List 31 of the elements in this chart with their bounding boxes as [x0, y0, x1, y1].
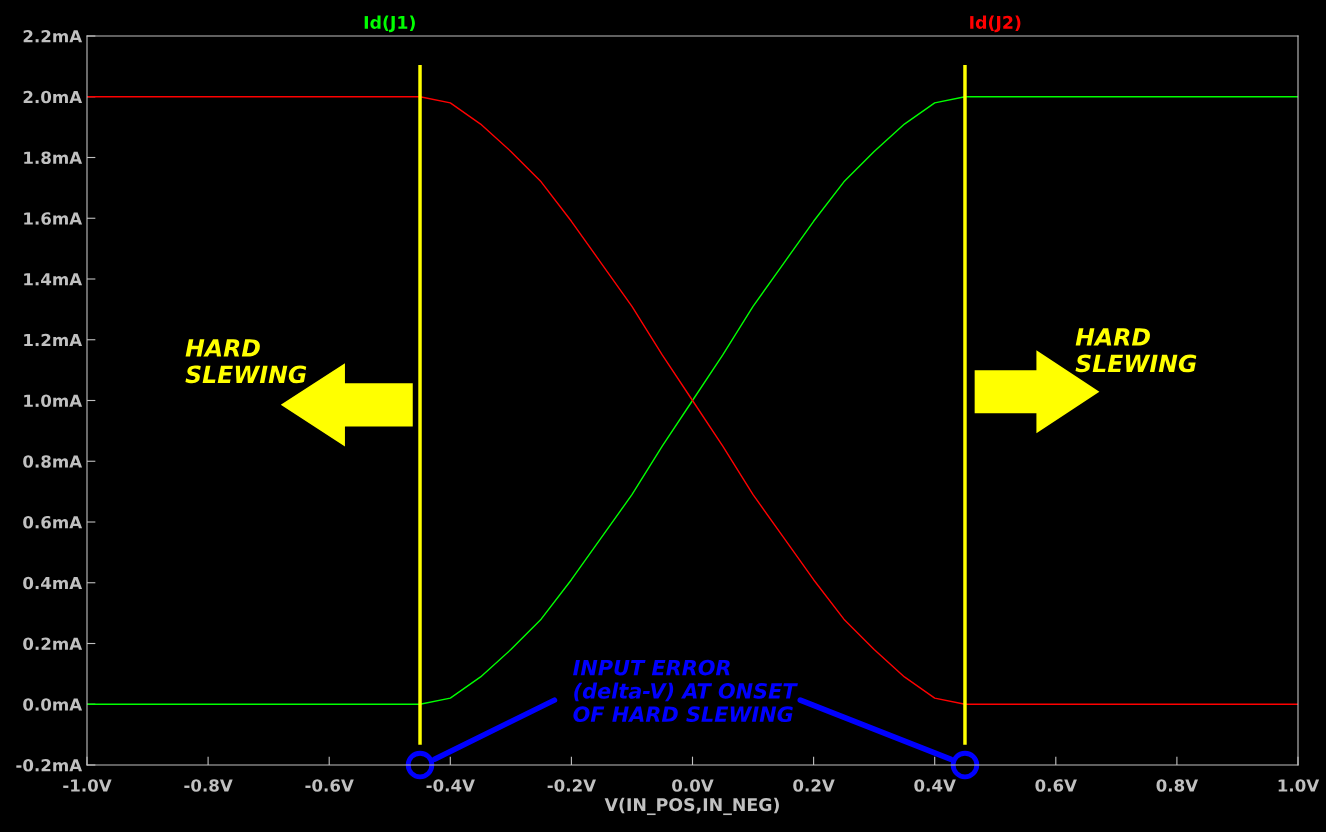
y-tick-label: 0.6mA: [23, 515, 83, 529]
y-tick-label: 1.0mA: [24, 394, 83, 408]
x-tick-label: 0.8V: [1156, 779, 1199, 792]
y-tick-label: 1.6mA: [24, 212, 83, 225]
line-series: [87, 96, 1298, 705]
y-tick-label: 1.2mA: [24, 333, 83, 347]
x-axis-title: V(IN_POS,IN_NEG): [604, 797, 779, 816]
text: Id(J1): [364, 15, 415, 33]
y-tick-label: 2.2mA: [23, 29, 83, 43]
x-tick-label: -0.6V: [305, 779, 354, 792]
y-tick-label: 0.8mA: [23, 455, 83, 468]
y-tick-label: 0.2mA: [23, 637, 83, 651]
x-tick-label: 0.2V: [793, 779, 835, 792]
x-tick-label: 0.6V: [1035, 779, 1077, 792]
x-tick-label: 0.4V: [914, 779, 956, 792]
x-tick-label: -0.4V: [426, 779, 475, 792]
y-tick-label: 0.0mA: [23, 698, 83, 711]
x-tick-label: -1.0V: [63, 779, 112, 792]
y-tick-label: 2.0mA: [23, 90, 83, 104]
y-tick-label: 1.4mA: [24, 273, 83, 286]
x-tick-label: 1.0V: [1278, 779, 1320, 792]
annotation: HARD SLEWING: [1075, 328, 1197, 373]
x-tick-label: 0.0V: [672, 779, 714, 792]
x-tick-label: -0.8V: [184, 779, 233, 792]
y-tick-label: 0.4mA: [23, 576, 83, 590]
text: Id(J2): [970, 15, 1021, 33]
y-tick-label: 1.8mA: [24, 151, 83, 165]
annotation: HARD SLEWING: [185, 339, 307, 384]
y-tick-label: -0.2mA: [16, 758, 83, 772]
annotation: INPUT ERROR (delta-V) AT ONSET OF HARD SLEWING: [573, 659, 798, 723]
x-tick-label: -0.2V: [547, 779, 596, 792]
